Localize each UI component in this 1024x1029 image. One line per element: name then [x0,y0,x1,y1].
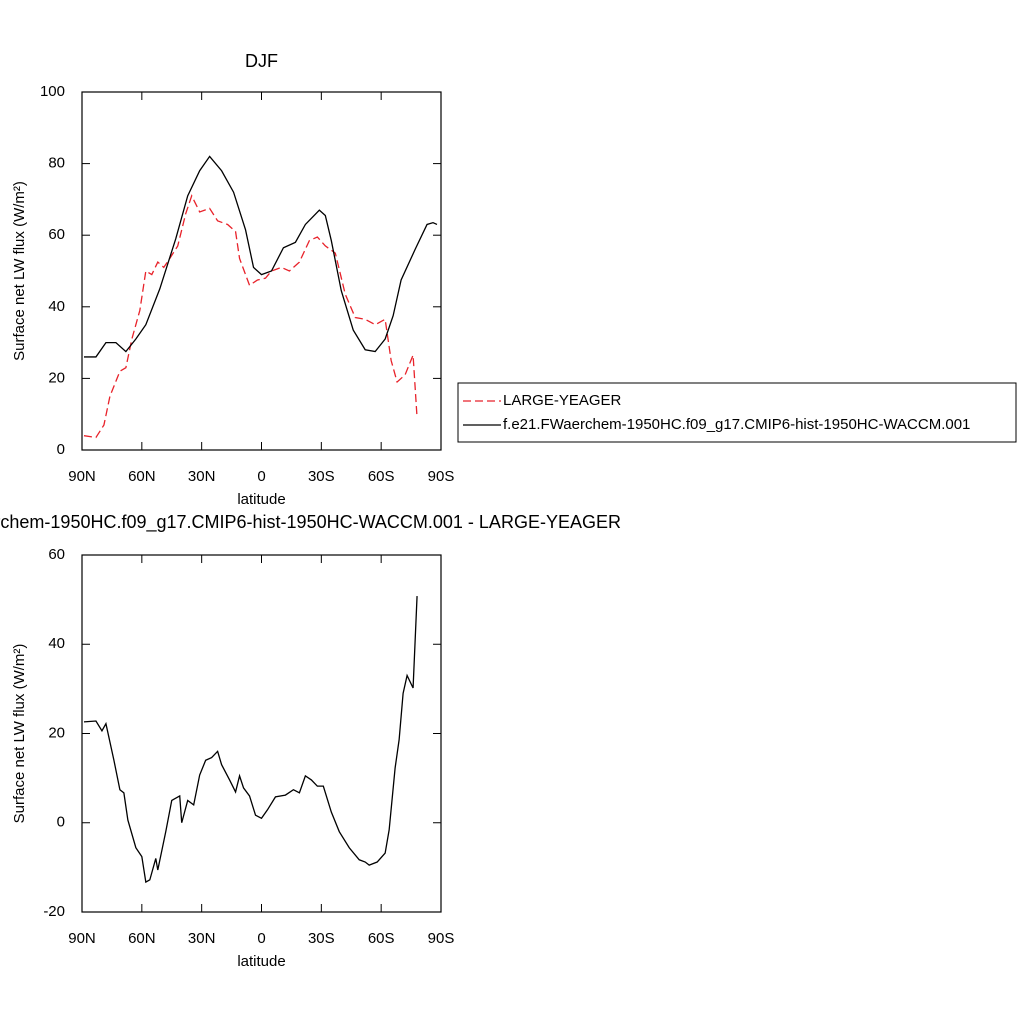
y-tick-label: 100 [40,83,65,100]
x-tick-label: 0 [257,468,265,485]
x-tick-label: 30N [188,468,216,485]
x-tick-label: 30S [308,930,335,947]
x-axis-label: latitude [237,953,285,970]
legend-box [457,382,1017,443]
y-tick-label: 0 [57,441,65,458]
x-tick-label: 0 [257,930,265,947]
y-tick-label: -20 [43,903,65,920]
chart-title: DJF [245,51,278,71]
y-tick-label: 20 [48,369,65,386]
x-tick-label: 90N [68,930,96,947]
y-tick-label: 60 [48,546,65,563]
x-tick-label: 90S [428,930,455,947]
x-tick-label: 90S [428,468,455,485]
x-tick-label: 60S [368,468,395,485]
chart-title: f.e21.FWaerchem-1950HC.f09_g17.CMIP6-his… [0,512,621,533]
legend-label: f.e21.FWaerchem-1950HC.f09_g17.CMIP6-his… [503,416,970,433]
y-axis-label: Surface net LW flux (W/m²) [11,644,28,824]
legend-label: LARGE-YEAGER [503,392,622,409]
y-axis-label: Surface net LW flux (W/m²) [11,181,28,361]
series-line [83,194,418,439]
series-line [83,596,418,884]
x-tick-label: 30S [308,468,335,485]
x-tick-label: 30N [188,930,216,947]
plot-frame [81,91,442,451]
y-tick-label: 0 [57,814,65,831]
x-axis-label: latitude [237,491,285,508]
series-line [83,155,438,358]
y-tick-label: 60 [48,226,65,243]
plot-frame [81,554,442,913]
x-tick-label: 60N [128,468,156,485]
y-tick-label: 20 [48,724,65,741]
x-tick-label: 90N [68,468,96,485]
y-tick-label: 80 [48,155,65,172]
x-tick-label: 60S [368,930,395,947]
y-tick-label: 40 [48,298,65,315]
y-tick-label: 40 [48,635,65,652]
x-tick-label: 60N [128,930,156,947]
